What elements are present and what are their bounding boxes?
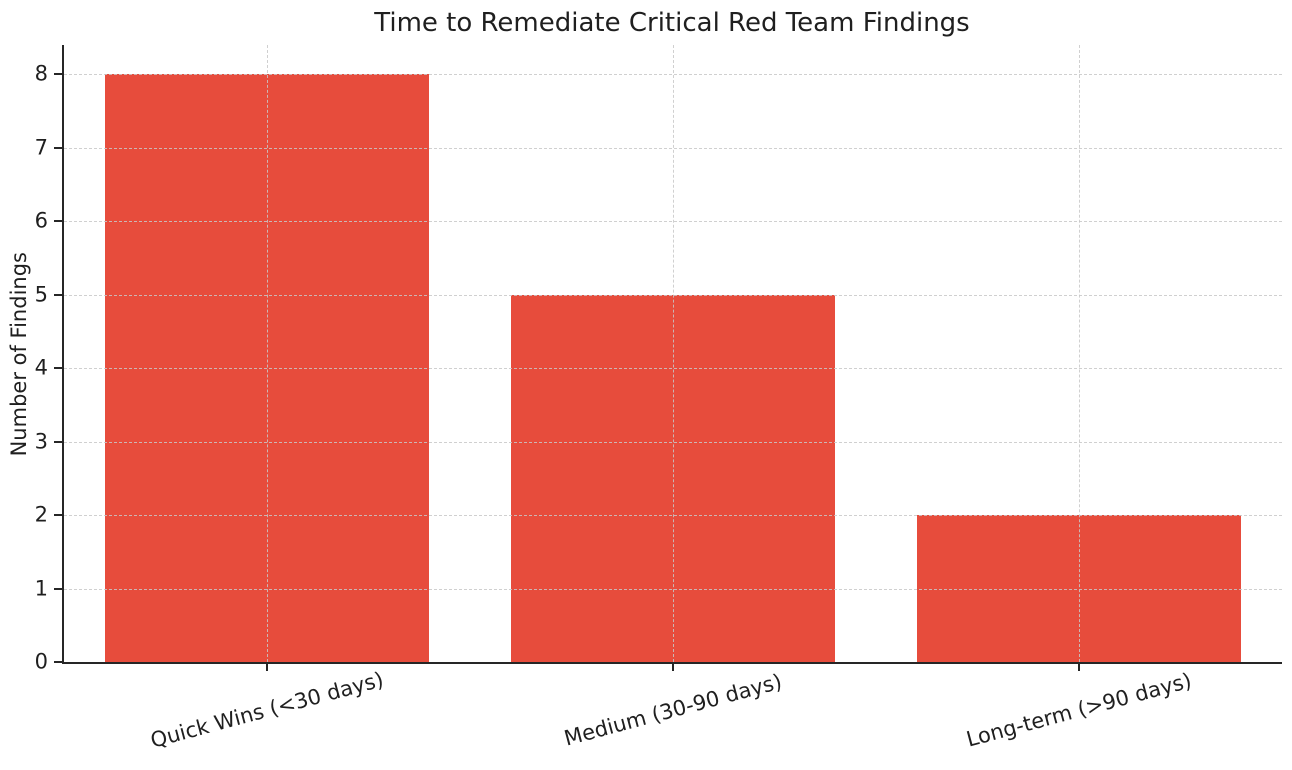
gridline-vertical [673,45,674,662]
y-tick-label: 6 [34,208,48,233]
x-tick-label: Long-term (>90 days) [963,668,1195,752]
bar [510,294,836,662]
x-tick-label: Quick Wins (<30 days) [147,667,387,753]
y-tick-mark [54,367,63,370]
y-tick-label: 7 [34,135,48,160]
y-tick-label: 0 [34,649,48,674]
y-axis-label: Number of Findings [7,252,31,457]
gridline-vertical [267,45,268,662]
x-tick-mark [672,662,674,671]
y-tick-mark [54,293,63,296]
x-tick-label: Medium (30-90 days) [561,669,785,751]
y-tick-mark [54,661,63,663]
y-tick-mark [54,514,63,517]
y-tick-label: 5 [34,282,48,307]
gridline-vertical [1079,45,1080,662]
y-tick-mark [54,146,63,149]
y-tick-label: 3 [34,429,48,454]
chart-title: Time to Remediate Critical Red Team Find… [374,8,970,38]
x-tick-mark [266,662,268,671]
x-tick-mark [1078,662,1080,671]
y-tick-label: 1 [34,576,48,601]
y-tick-mark [54,587,63,590]
plot-area: 0 1 2 3 4 5 6 7 8 Quick Wins (<30 days) Medium (30… [35,45,1282,753]
y-axis-label-wrap: Number of Findings [2,45,36,664]
y-tick-mark [54,73,63,76]
y-tick-label: 2 [34,502,48,527]
y-tick-label: 4 [34,355,48,380]
y-tick-mark [54,440,63,443]
y-tick-mark [54,220,63,223]
y-tick-label: 8 [34,61,48,86]
